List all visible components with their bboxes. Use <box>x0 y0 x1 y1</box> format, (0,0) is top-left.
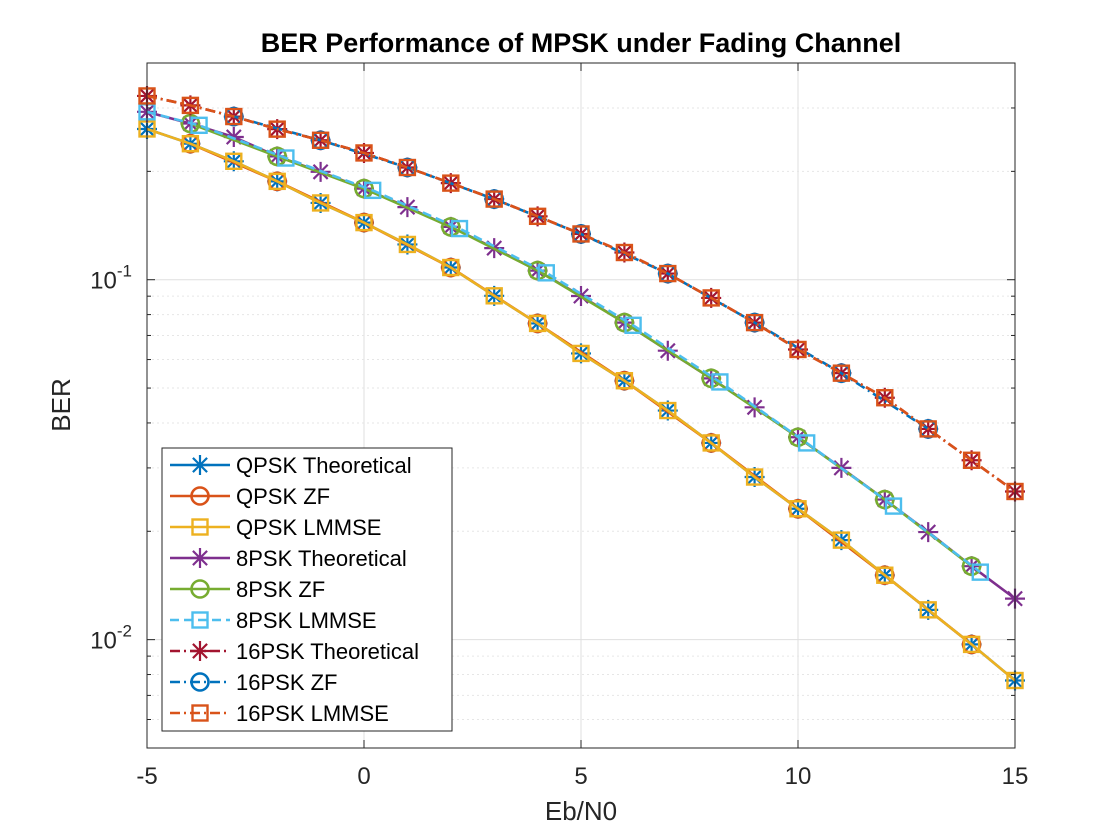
data-point <box>615 243 634 262</box>
data-point <box>659 401 677 420</box>
data-point <box>789 340 807 359</box>
data-point <box>355 213 373 232</box>
legend-label: 8PSK Theoretical <box>236 546 407 571</box>
series-lines <box>137 85 1025 691</box>
series-line <box>146 94 1016 493</box>
data-point <box>268 172 286 191</box>
x-tick-label: 15 <box>1002 763 1029 790</box>
legend-label: 16PSK ZF <box>236 670 337 695</box>
legend-label: 8PSK LMMSE <box>236 608 377 633</box>
legend-marker <box>190 672 210 692</box>
legend-marker <box>191 704 209 722</box>
legend-entry: 8PSK ZF <box>170 577 325 602</box>
data-point <box>832 364 851 382</box>
data-point <box>442 258 460 277</box>
y-tick-label: 10-2 <box>90 622 132 655</box>
x-tick-label: 5 <box>574 763 587 790</box>
data-point <box>181 135 200 153</box>
data-point <box>745 468 764 486</box>
data-point <box>789 500 807 518</box>
data-point <box>919 601 937 619</box>
legend-entry: 16PSK LMMSE <box>170 701 389 726</box>
data-point <box>190 116 208 135</box>
data-point <box>962 635 981 654</box>
legend-label: 8PSK ZF <box>236 577 325 602</box>
data-point <box>615 372 634 390</box>
data-point <box>876 566 894 584</box>
legend-entry: QPSK ZF <box>170 484 330 509</box>
legend-marker <box>191 518 209 536</box>
x-tick-label: 0 <box>357 763 370 790</box>
data-point <box>832 531 851 549</box>
legend-label: QPSK Theoretical <box>236 453 412 478</box>
data-point <box>268 120 286 138</box>
data-point <box>745 313 764 332</box>
legend-marker <box>190 486 210 506</box>
legend-entry: 16PSK Theoretical <box>170 639 419 664</box>
data-point <box>442 174 460 192</box>
x-tick-label: 10 <box>785 763 812 790</box>
data-point <box>398 235 417 254</box>
series-6 <box>138 103 989 581</box>
legend-marker <box>190 548 210 568</box>
data-point <box>528 207 547 226</box>
series-line <box>146 110 982 574</box>
legend-label: 16PSK Theoretical <box>236 639 419 664</box>
legend-entry: QPSK LMMSE <box>170 515 381 540</box>
data-point <box>702 434 720 452</box>
legend-marker <box>190 641 210 661</box>
y-axis-label: BER <box>46 378 76 431</box>
data-point <box>659 264 677 283</box>
series-3 <box>138 120 1024 690</box>
data-point <box>971 563 989 581</box>
data-point <box>528 314 547 333</box>
data-point <box>277 149 295 167</box>
data-point <box>962 451 981 469</box>
data-point <box>702 289 720 307</box>
data-point <box>311 194 330 212</box>
series-line <box>146 127 1016 682</box>
data-point <box>363 181 382 200</box>
data-point <box>919 420 937 438</box>
x-axis-label: Eb/N0 <box>545 796 617 826</box>
data-point <box>398 158 417 177</box>
legend-marker <box>190 579 210 599</box>
data-point <box>884 497 903 515</box>
data-point <box>572 225 590 243</box>
data-point <box>537 264 555 282</box>
data-point <box>181 96 200 115</box>
legend-label: 16PSK LMMSE <box>236 701 389 726</box>
data-point <box>711 373 729 391</box>
legend-entry: 8PSK LMMSE <box>170 608 377 633</box>
legend-marker <box>191 611 209 629</box>
data-point <box>485 190 503 208</box>
data-point <box>225 152 243 170</box>
legend-entry: QPSK Theoretical <box>170 453 412 478</box>
data-point <box>450 219 469 238</box>
x-tick-label: -5 <box>136 763 157 790</box>
legend-marker <box>190 455 210 475</box>
data-point <box>797 434 816 452</box>
legend-entry: 8PSK Theoretical <box>170 546 407 571</box>
legend-label: QPSK ZF <box>236 484 330 509</box>
chart-title: BER Performance of MPSK under Fading Cha… <box>261 28 902 58</box>
data-point <box>355 144 373 162</box>
legend-entry: 16PSK ZF <box>170 670 337 695</box>
legend: QPSK Theoretical QPSK ZF QPSK LMMSE 8PSK Th… <box>161 447 453 732</box>
data-point <box>572 344 590 363</box>
data-point <box>485 287 503 305</box>
data-point <box>624 316 642 335</box>
y-tick-label: 10-1 <box>90 262 132 295</box>
data-point <box>876 389 894 407</box>
legend-label: QPSK LMMSE <box>236 515 381 540</box>
data-point <box>311 131 330 149</box>
data-point <box>225 107 243 126</box>
axis-ticks: -5 0 5 10 15 10-2 10-1 <box>90 62 1029 790</box>
